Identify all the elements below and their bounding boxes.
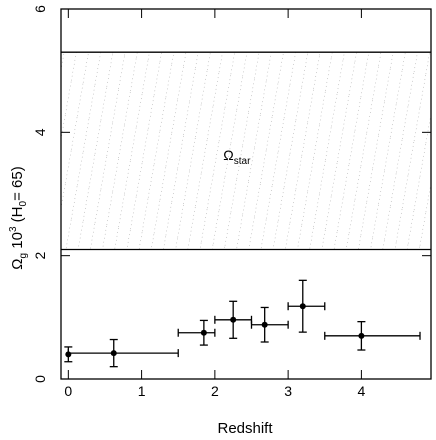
- band-label-sub: star: [234, 156, 251, 167]
- y-label-paren-open: (H: [9, 206, 26, 226]
- x-tick-label: 2: [211, 383, 219, 399]
- y-tick-label: 2: [32, 252, 48, 260]
- data-points: [64, 279, 421, 368]
- data-point: [214, 300, 253, 339]
- band-hatch: [61, 52, 431, 250]
- data-point: [250, 306, 289, 343]
- y-tick-label: 4: [32, 128, 48, 136]
- y-label-paren-close: = 65): [9, 166, 26, 201]
- data-marker: [230, 316, 237, 323]
- data-point: [324, 320, 421, 351]
- data-point: [177, 319, 216, 346]
- data-marker: [261, 321, 268, 328]
- axis-ticks: 0 1 2 3 4 0 2 4 6: [32, 5, 431, 399]
- y-label-omega-sub: g: [18, 253, 29, 259]
- data-marker: [200, 329, 207, 336]
- band-label-omega: Ω: [223, 147, 233, 163]
- data-marker: [110, 350, 117, 357]
- band-label: Ωstar: [223, 147, 251, 167]
- x-tick-label: 0: [64, 383, 72, 399]
- y-label-h-sub: 0: [18, 200, 29, 206]
- x-tick-label: 3: [284, 383, 292, 399]
- y-tick-label: 6: [32, 5, 48, 13]
- x-tick-label: 4: [357, 383, 365, 399]
- plot-border: [60, 8, 432, 380]
- plot-frame: [60, 8, 432, 380]
- y-axis-label: Ωg 103 (H0= 65): [8, 166, 29, 269]
- x-axis-label: Redshift: [217, 420, 273, 437]
- data-marker: [358, 332, 365, 339]
- omega-star-band: [61, 51, 431, 251]
- data-point: [287, 279, 326, 333]
- y-tick-label: 0: [32, 375, 48, 383]
- data-marker: [299, 303, 306, 310]
- y-label-mid: 10: [9, 232, 26, 253]
- y-label-power: 3: [8, 226, 19, 232]
- y-label-omega: Ω: [9, 258, 26, 269]
- data-point: [67, 338, 179, 368]
- x-tick-label: 1: [138, 383, 146, 399]
